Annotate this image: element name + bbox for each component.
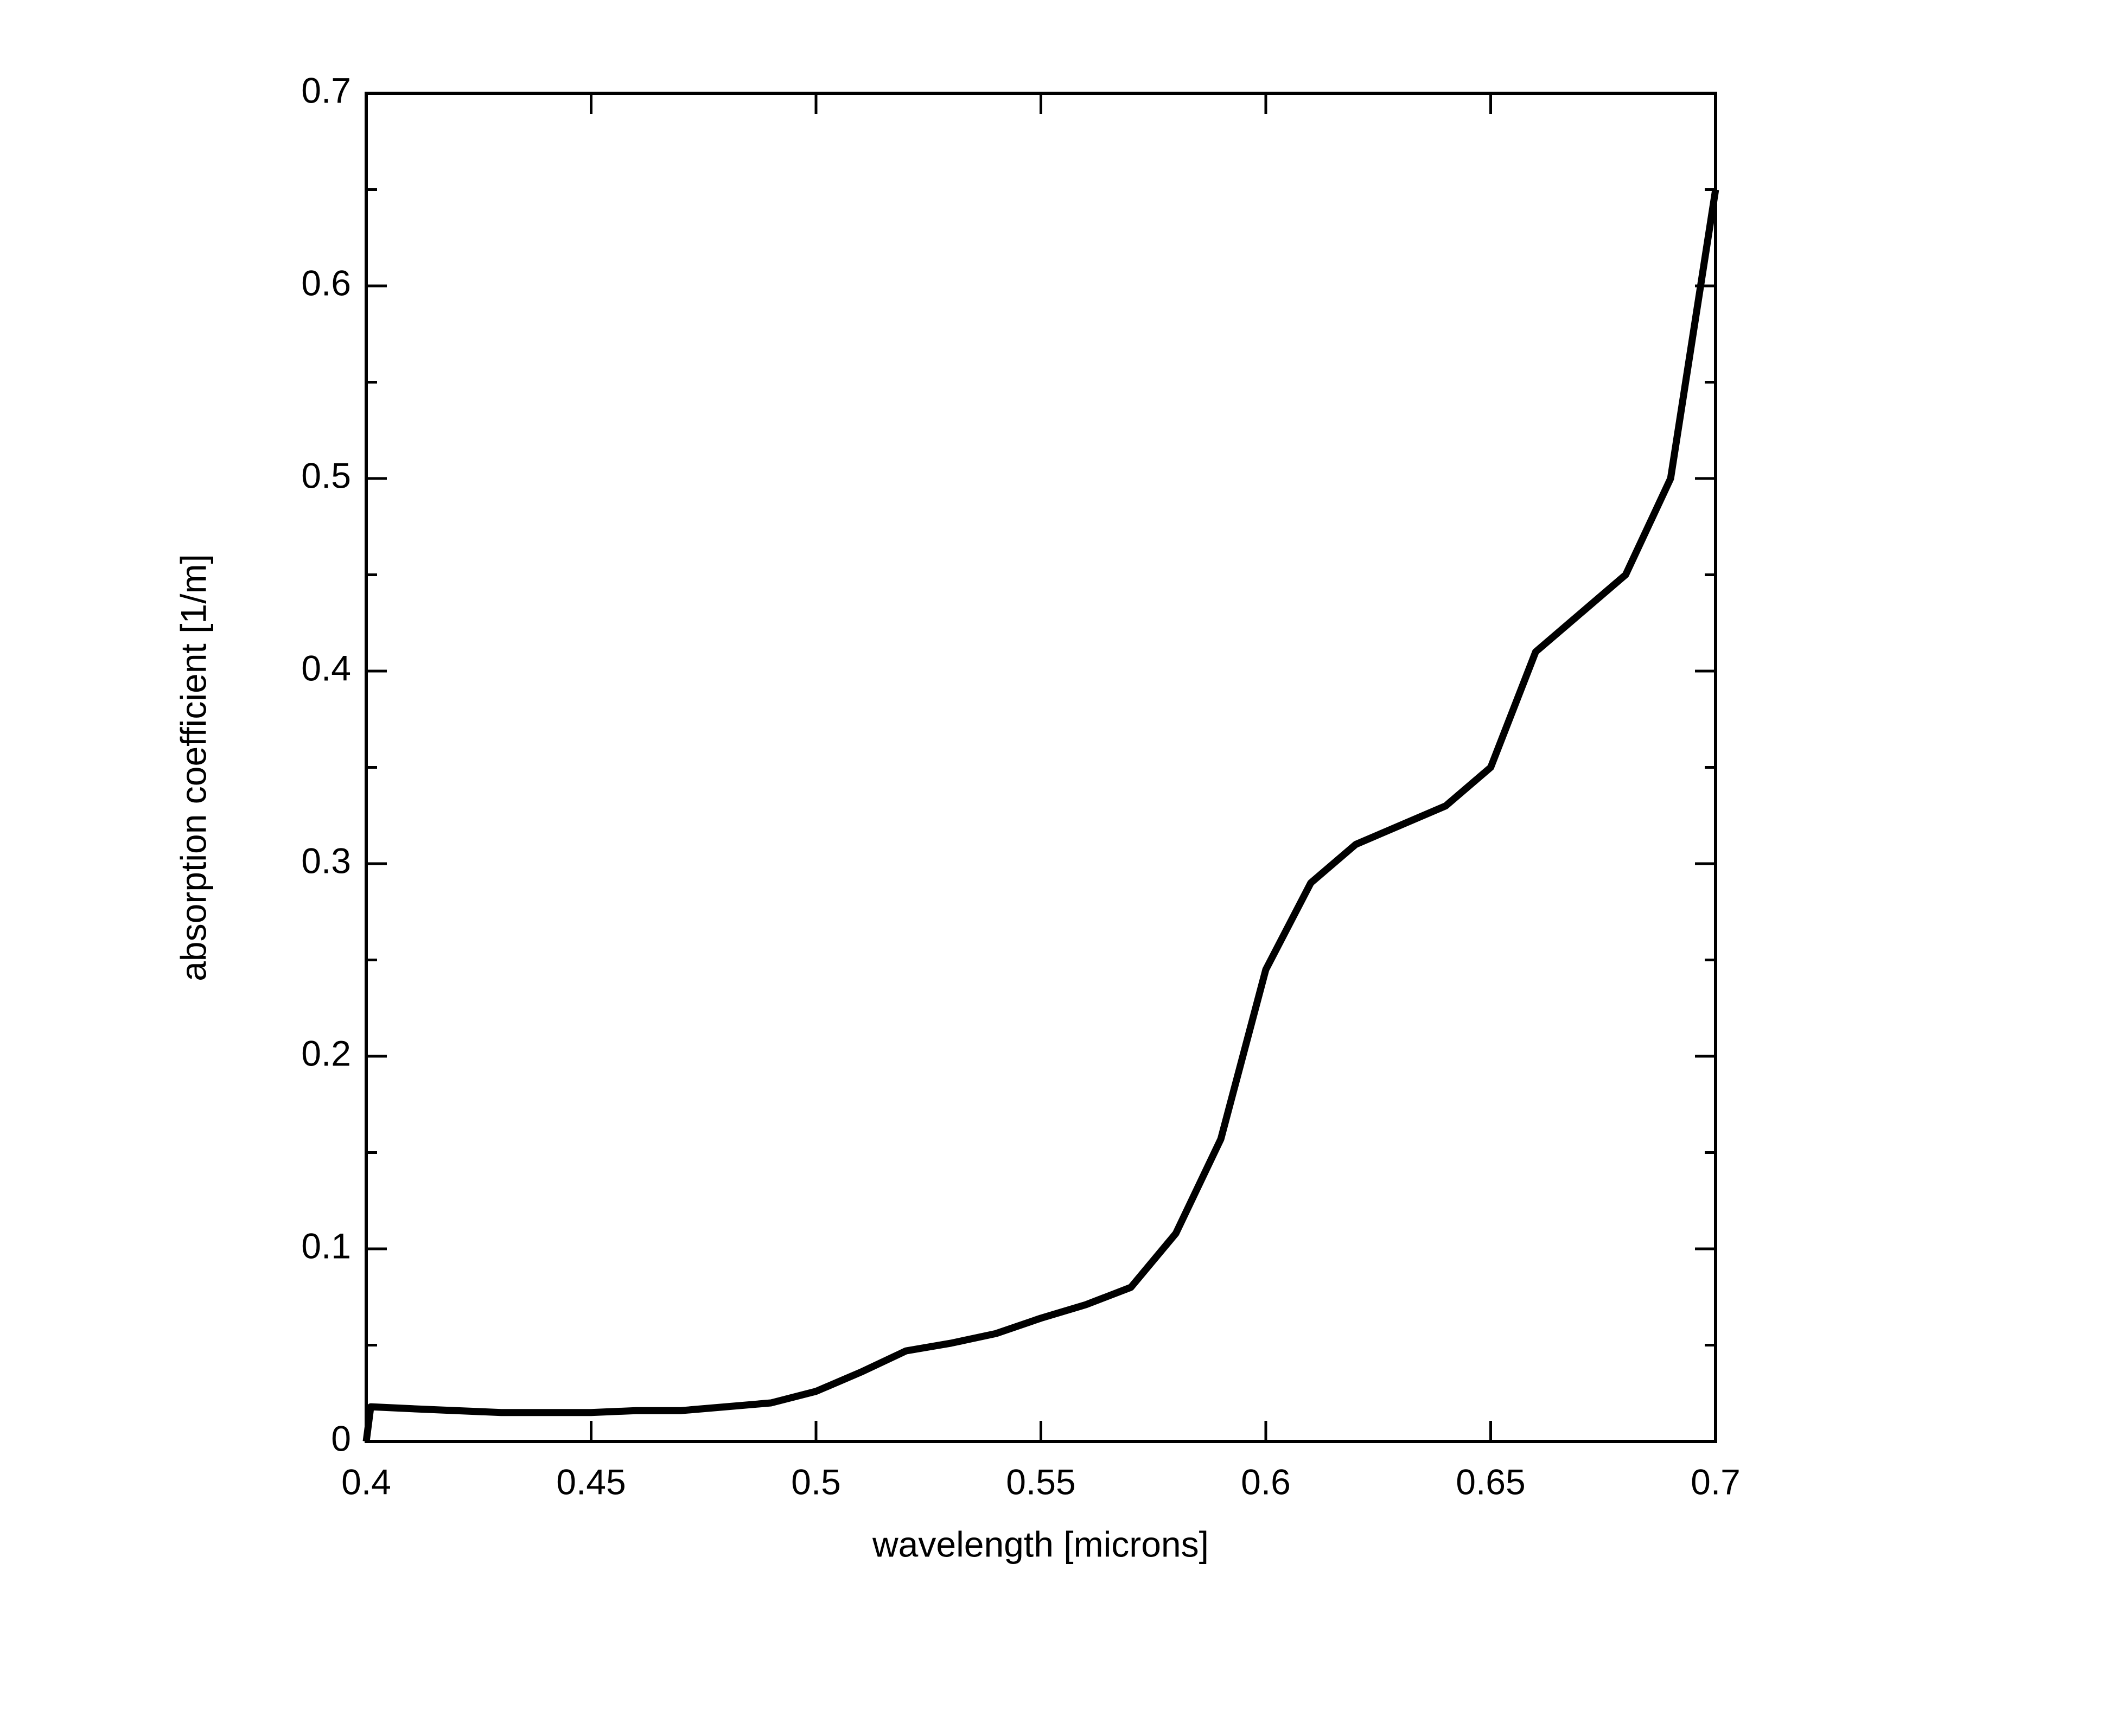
y-tick-label: 0.4 xyxy=(301,648,351,688)
x-tick-label: 0.55 xyxy=(1006,1461,1075,1502)
y-axis-title: absorption coefficient [1/m] xyxy=(173,554,213,981)
x-tick-label: 0.6 xyxy=(1241,1461,1291,1502)
y-tick-label: 0.1 xyxy=(301,1226,351,1266)
x-tick-label: 0.4 xyxy=(341,1461,391,1502)
y-tick-label: 0.2 xyxy=(301,1033,351,1073)
x-tick-label: 0.7 xyxy=(1691,1461,1741,1502)
y-tick-label: 0 xyxy=(331,1418,351,1458)
y-tick-label: 0.6 xyxy=(301,263,351,303)
x-tick-label: 0.45 xyxy=(556,1461,626,1502)
y-tick-label: 0.3 xyxy=(301,840,351,880)
plot-frame xyxy=(365,92,1717,1443)
x-tick-label: 0.5 xyxy=(791,1461,841,1502)
y-tick-label: 0.7 xyxy=(301,70,351,110)
y-tick-label: 0.5 xyxy=(301,455,351,495)
data-line xyxy=(362,189,1719,1442)
x-tick-label: 0.65 xyxy=(1456,1461,1525,1502)
x-axis-title: wavelength [microns] xyxy=(872,1524,1209,1564)
